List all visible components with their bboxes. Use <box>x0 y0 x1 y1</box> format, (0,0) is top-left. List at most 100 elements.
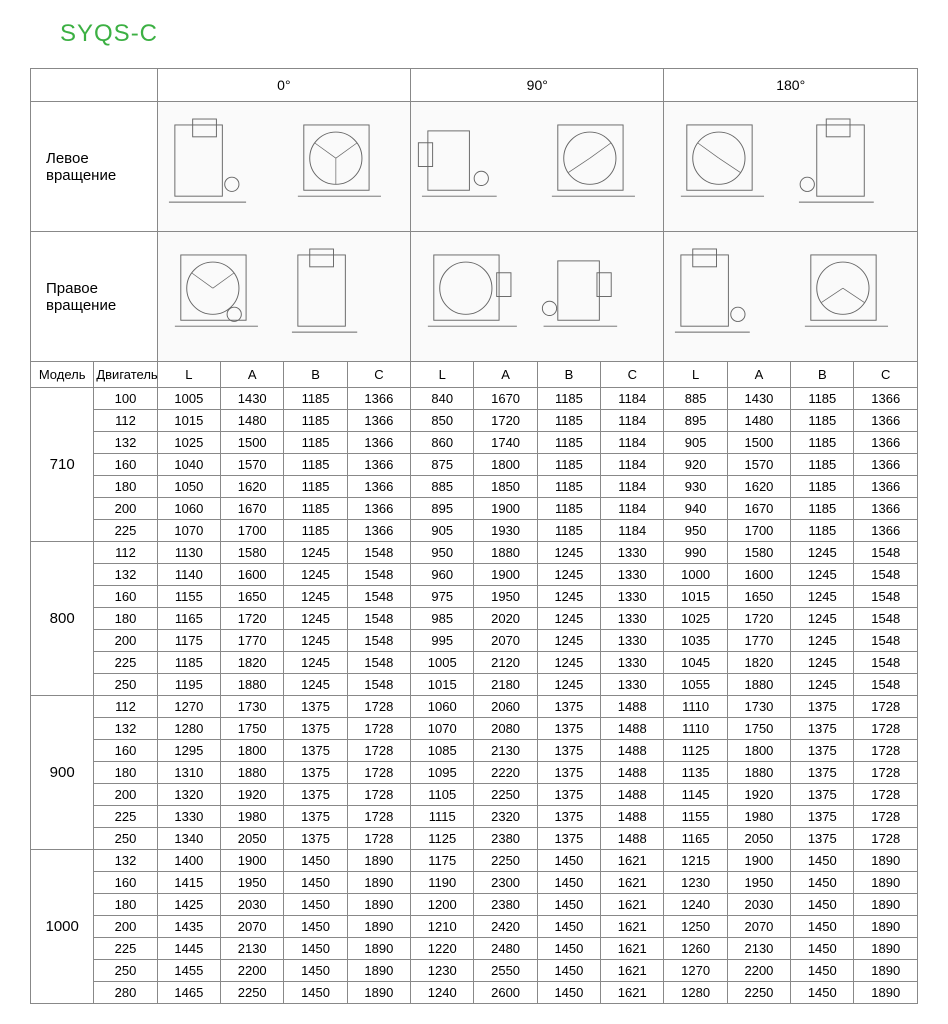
value-cell: 1980 <box>221 806 284 828</box>
value-cell: 1050 <box>157 476 220 498</box>
value-cell: 990 <box>664 542 727 564</box>
value-cell: 1450 <box>791 894 854 916</box>
value-cell: 1155 <box>664 806 727 828</box>
value-cell: 895 <box>664 410 727 432</box>
value-cell: 895 <box>411 498 474 520</box>
value-cell: 905 <box>664 432 727 454</box>
value-cell: 1330 <box>601 564 664 586</box>
value-cell: 1880 <box>221 762 284 784</box>
engine-cell: 280 <box>94 982 157 1004</box>
col-b-180: B <box>791 362 854 388</box>
value-cell: 1450 <box>791 916 854 938</box>
value-cell: 1340 <box>157 828 220 850</box>
value-cell: 905 <box>411 520 474 542</box>
col-c-90: C <box>601 362 664 388</box>
value-cell: 1245 <box>284 586 347 608</box>
value-cell: 1185 <box>284 476 347 498</box>
value-cell: 1621 <box>601 960 664 982</box>
value-cell: 1185 <box>284 410 347 432</box>
table-row: 1321025150011851366860174011851184905150… <box>31 432 918 454</box>
engine-cell: 112 <box>94 696 157 718</box>
value-cell: 1230 <box>411 960 474 982</box>
value-cell: 1450 <box>284 916 347 938</box>
value-cell: 1670 <box>221 498 284 520</box>
engine-cell: 180 <box>94 476 157 498</box>
value-cell: 1500 <box>727 432 790 454</box>
value-cell: 1425 <box>157 894 220 916</box>
value-cell: 1670 <box>474 388 537 410</box>
value-cell: 1175 <box>157 630 220 652</box>
value-cell: 1548 <box>854 608 918 630</box>
value-cell: 1900 <box>221 850 284 872</box>
value-cell: 1488 <box>601 828 664 850</box>
value-cell: 1366 <box>854 498 918 520</box>
value-cell: 1890 <box>347 894 410 916</box>
value-cell: 1375 <box>791 718 854 740</box>
value-cell: 1750 <box>727 718 790 740</box>
value-cell: 1548 <box>347 652 410 674</box>
value-cell: 2030 <box>727 894 790 916</box>
value-cell: 1548 <box>854 586 918 608</box>
angle-header-row: 0° 90° 180° <box>31 69 918 102</box>
value-cell: 2600 <box>474 982 537 1004</box>
value-cell: 1880 <box>221 674 284 696</box>
value-cell: 1621 <box>601 982 664 1004</box>
value-cell: 1330 <box>601 674 664 696</box>
value-cell: 860 <box>411 432 474 454</box>
engine-cell: 112 <box>94 542 157 564</box>
value-cell: 1330 <box>601 630 664 652</box>
angle-header-90: 90° <box>411 69 664 102</box>
engine-cell: 132 <box>94 564 157 586</box>
left-rotation-row: Левое вращение <box>31 102 918 232</box>
diagram-right-0 <box>157 232 410 362</box>
value-cell: 1728 <box>347 740 410 762</box>
value-cell: 1185 <box>157 652 220 674</box>
value-cell: 1245 <box>791 542 854 564</box>
value-cell: 1570 <box>727 454 790 476</box>
value-cell: 1185 <box>791 498 854 520</box>
value-cell: 1375 <box>284 784 347 806</box>
value-cell: 1375 <box>537 718 600 740</box>
diagram-right-180 <box>664 232 918 362</box>
value-cell: 1720 <box>474 410 537 432</box>
col-a-180: A <box>727 362 790 388</box>
col-l-90: L <box>411 362 474 388</box>
value-cell: 1890 <box>854 938 918 960</box>
engine-header: Двигатель <box>94 362 157 388</box>
value-cell: 1900 <box>727 850 790 872</box>
value-cell: 1450 <box>791 938 854 960</box>
value-cell: 1900 <box>474 498 537 520</box>
value-cell: 1185 <box>284 454 347 476</box>
value-cell: 1375 <box>284 740 347 762</box>
col-c-0: C <box>347 362 410 388</box>
value-cell: 1185 <box>791 432 854 454</box>
value-cell: 1184 <box>601 476 664 498</box>
value-cell: 850 <box>411 410 474 432</box>
value-cell: 1184 <box>601 432 664 454</box>
value-cell: 1548 <box>347 564 410 586</box>
value-cell: 1105 <box>411 784 474 806</box>
value-cell: 2020 <box>474 608 537 630</box>
value-cell: 1890 <box>854 850 918 872</box>
value-cell: 1085 <box>411 740 474 762</box>
value-cell: 1245 <box>791 674 854 696</box>
value-cell: 2300 <box>474 872 537 894</box>
value-cell: 2250 <box>474 784 537 806</box>
value-cell: 1185 <box>537 498 600 520</box>
value-cell: 1950 <box>474 586 537 608</box>
engine-cell: 160 <box>94 740 157 762</box>
value-cell: 1548 <box>347 586 410 608</box>
value-cell: 1728 <box>347 696 410 718</box>
engine-cell: 160 <box>94 454 157 476</box>
value-cell: 1025 <box>157 432 220 454</box>
value-cell: 1450 <box>537 916 600 938</box>
value-cell: 1548 <box>347 542 410 564</box>
engine-cell: 112 <box>94 410 157 432</box>
value-cell: 1045 <box>664 652 727 674</box>
value-cell: 1000 <box>664 564 727 586</box>
value-cell: 1980 <box>727 806 790 828</box>
value-cell: 1650 <box>727 586 790 608</box>
value-cell: 1245 <box>791 608 854 630</box>
value-cell: 1488 <box>601 718 664 740</box>
engine-cell: 200 <box>94 784 157 806</box>
